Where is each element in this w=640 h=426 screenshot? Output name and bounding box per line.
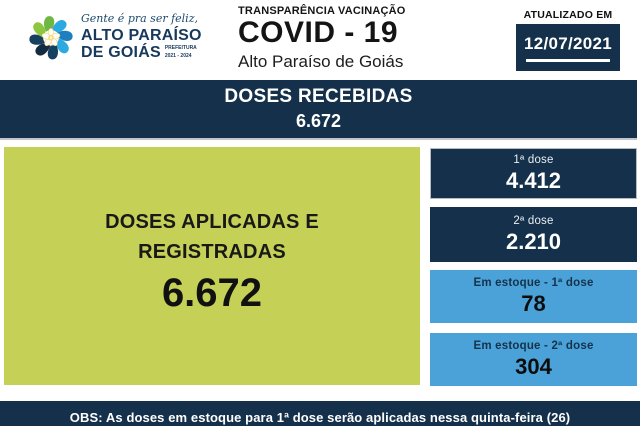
footer-bar: OBS: As doses em estoque para 1ª dose se… xyxy=(0,401,640,426)
title-kicker: TRANSPARÊNCIA VACINAÇÃO xyxy=(238,5,406,17)
stat-first-dose-label: 1ª dose xyxy=(513,153,554,166)
municipality-logo-icon xyxy=(29,16,73,60)
doses-received-label: DOSES RECEBIDAS xyxy=(224,86,413,107)
stat-stock-first-dose-label: Em estoque - 1ª dose xyxy=(473,276,594,289)
updated-block: ATUALIZADO EM 12/07/2021 xyxy=(516,9,620,71)
updated-label: ATUALIZADO EM xyxy=(523,9,613,21)
doses-applied-title: DOSES APLICADAS E REGISTRADAS xyxy=(105,207,319,267)
logo-subtext: PREFEITURA 2021 - 2024 xyxy=(165,45,197,61)
stat-stock-second-dose-label: Em estoque - 2ª dose xyxy=(473,339,594,352)
updated-date-box: 12/07/2021 xyxy=(516,24,620,71)
municipality-logo: Gente é pra ser feliz, ALTO PARAÍSO DE G… xyxy=(26,8,202,66)
stat-stock-second-dose-value: 304 xyxy=(515,353,552,379)
doses-applied-title-line2: REGISTRADAS xyxy=(138,240,286,263)
page-title: COVID - 19 xyxy=(238,16,399,49)
logo-tagline: Gente é pra ser feliz, xyxy=(81,11,198,25)
municipality-logo-text: Gente é pra ser feliz, ALTO PARAÍSO DE G… xyxy=(81,13,202,62)
stat-second-dose-label: 2ª dose xyxy=(513,214,554,227)
doses-received-value: 6.672 xyxy=(295,111,342,131)
date-underline xyxy=(526,58,610,62)
logo-name-line1: ALTO PARAÍSO xyxy=(81,26,202,44)
stat-first-dose: 1ª dose 4.412 xyxy=(430,148,637,199)
doses-applied-value: 6.672 xyxy=(161,270,263,315)
logo-subtext-line1: PREFEITURA xyxy=(164,45,197,52)
doses-applied-panel: DOSES APLICADAS E REGISTRADAS 6.672 xyxy=(4,147,420,385)
page-subtitle: Alto Paraíso de Goiás xyxy=(238,52,404,71)
doses-applied-title-line1: DOSES APLICADAS E xyxy=(105,210,319,233)
stats-column: 1ª dose 4.412 2ª dose 2.210 Em estoque -… xyxy=(430,148,637,386)
updated-date: 12/07/2021 xyxy=(523,33,613,53)
stat-stock-first-dose-value: 78 xyxy=(521,290,546,316)
logo-name-line2: DE GOIÁS xyxy=(81,43,161,61)
doses-received-banner: DOSES RECEBIDAS 6.672 xyxy=(0,80,637,138)
stat-stock-second-dose: Em estoque - 2ª dose 304 xyxy=(430,333,637,386)
logo-subtext-line2: 2021 - 2024 xyxy=(164,52,192,59)
stat-stock-first-dose: Em estoque - 1ª dose 78 xyxy=(430,270,637,323)
page-title-block: TRANSPARÊNCIA VACINAÇÃO COVID - 19 Alto … xyxy=(238,5,406,72)
stat-first-dose-value: 4.412 xyxy=(505,167,562,193)
stat-second-dose-value: 2.210 xyxy=(505,228,562,254)
stat-second-dose: 2ª dose 2.210 xyxy=(430,207,637,262)
footer-note: OBS: As doses em estoque para 1ª dose se… xyxy=(69,410,571,425)
